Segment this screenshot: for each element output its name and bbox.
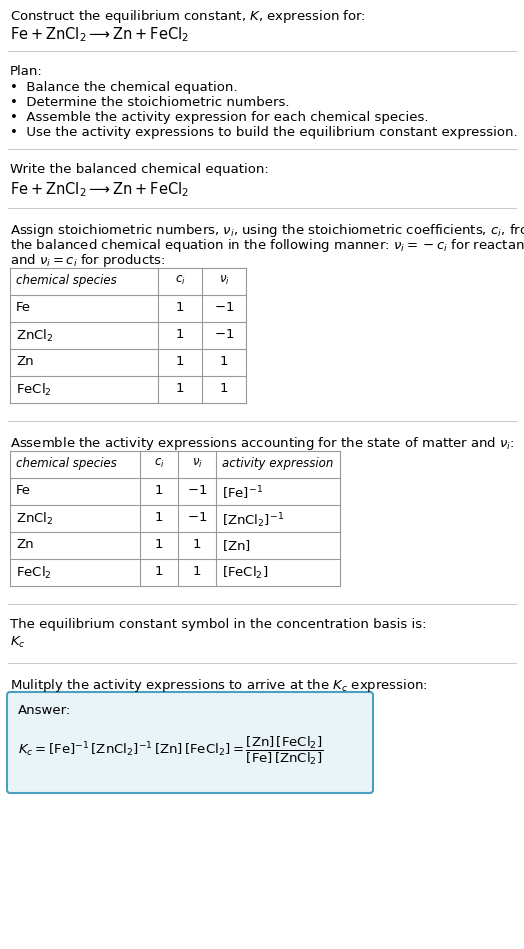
Text: The equilibrium constant symbol in the concentration basis is:: The equilibrium constant symbol in the c…	[10, 618, 427, 631]
Text: 1: 1	[155, 538, 163, 551]
Text: Write the balanced chemical equation:: Write the balanced chemical equation:	[10, 163, 269, 176]
Text: $\mathrm{Fe + ZnCl_2 \longrightarrow Zn + FeCl_2}$: $\mathrm{Fe + ZnCl_2 \longrightarrow Zn …	[10, 25, 189, 44]
Text: Assign stoichiometric numbers, $\nu_i$, using the stoichiometric coefficients, $: Assign stoichiometric numbers, $\nu_i$, …	[10, 222, 524, 239]
Text: •  Balance the chemical equation.: • Balance the chemical equation.	[10, 81, 237, 94]
Text: $c_i$: $c_i$	[154, 457, 165, 470]
Text: •  Determine the stoichiometric numbers.: • Determine the stoichiometric numbers.	[10, 96, 289, 109]
Text: $-1$: $-1$	[214, 301, 234, 314]
Text: 1: 1	[176, 328, 184, 341]
Text: $1$: $1$	[220, 355, 228, 368]
Text: 1: 1	[155, 484, 163, 497]
Text: $-1$: $-1$	[187, 484, 207, 497]
Text: chemical species: chemical species	[16, 457, 117, 470]
Text: $[\mathrm{FeCl_2}]$: $[\mathrm{FeCl_2}]$	[222, 565, 268, 581]
Text: $K_c$: $K_c$	[10, 635, 26, 650]
Text: •  Assemble the activity expression for each chemical species.: • Assemble the activity expression for e…	[10, 111, 429, 124]
Text: Mulitply the activity expressions to arrive at the $K_c$ expression:: Mulitply the activity expressions to arr…	[10, 677, 428, 694]
Text: $-1$: $-1$	[187, 511, 207, 524]
Text: 1: 1	[155, 565, 163, 578]
Text: Plan:: Plan:	[10, 65, 43, 78]
Text: $\mathrm{ZnCl_2}$: $\mathrm{ZnCl_2}$	[16, 511, 53, 527]
Text: $\mathrm{ZnCl_2}$: $\mathrm{ZnCl_2}$	[16, 328, 53, 344]
Text: $\mathrm{FeCl_2}$: $\mathrm{FeCl_2}$	[16, 382, 52, 398]
Text: $\mathrm{Fe + ZnCl_2 \longrightarrow Zn + FeCl_2}$: $\mathrm{Fe + ZnCl_2 \longrightarrow Zn …	[10, 180, 189, 198]
Text: 1: 1	[176, 301, 184, 314]
Text: the balanced chemical equation in the following manner: $\nu_i = -c_i$ for react: the balanced chemical equation in the fo…	[10, 237, 524, 254]
Text: $\mathrm{FeCl_2}$: $\mathrm{FeCl_2}$	[16, 565, 52, 581]
Text: Fe: Fe	[16, 301, 31, 314]
Text: $\nu_i$: $\nu_i$	[219, 274, 230, 288]
Text: $c_i$: $c_i$	[174, 274, 185, 288]
Text: •  Use the activity expressions to build the equilibrium constant expression.: • Use the activity expressions to build …	[10, 126, 518, 139]
Text: $1$: $1$	[192, 565, 202, 578]
Text: $[\mathrm{Zn}]$: $[\mathrm{Zn}]$	[222, 538, 251, 553]
Text: Fe: Fe	[16, 484, 31, 497]
Text: Construct the equilibrium constant, $K$, expression for:: Construct the equilibrium constant, $K$,…	[10, 8, 366, 25]
Text: $-1$: $-1$	[214, 328, 234, 341]
Text: $[\mathrm{Fe}]^{-1}$: $[\mathrm{Fe}]^{-1}$	[222, 484, 263, 501]
FancyBboxPatch shape	[7, 692, 373, 793]
Text: Assemble the activity expressions accounting for the state of matter and $\nu_i$: Assemble the activity expressions accoun…	[10, 435, 515, 452]
Text: Zn: Zn	[16, 355, 34, 368]
Text: 1: 1	[155, 511, 163, 524]
Text: and $\nu_i = c_i$ for products:: and $\nu_i = c_i$ for products:	[10, 252, 166, 269]
Text: 1: 1	[176, 355, 184, 368]
Text: $[\mathrm{ZnCl_2}]^{-1}$: $[\mathrm{ZnCl_2}]^{-1}$	[222, 511, 284, 530]
Text: chemical species: chemical species	[16, 274, 117, 287]
Text: activity expression: activity expression	[222, 457, 333, 470]
Text: $1$: $1$	[220, 382, 228, 395]
Text: $1$: $1$	[192, 538, 202, 551]
Text: Zn: Zn	[16, 538, 34, 551]
Text: $\nu_i$: $\nu_i$	[192, 457, 202, 470]
Text: 1: 1	[176, 382, 184, 395]
Text: Answer:: Answer:	[18, 704, 71, 717]
Text: $K_c = [\mathrm{Fe}]^{-1}\,[\mathrm{ZnCl_2}]^{-1}\,[\mathrm{Zn}]\,[\mathrm{FeCl_: $K_c = [\mathrm{Fe}]^{-1}\,[\mathrm{ZnCl…	[18, 735, 323, 768]
